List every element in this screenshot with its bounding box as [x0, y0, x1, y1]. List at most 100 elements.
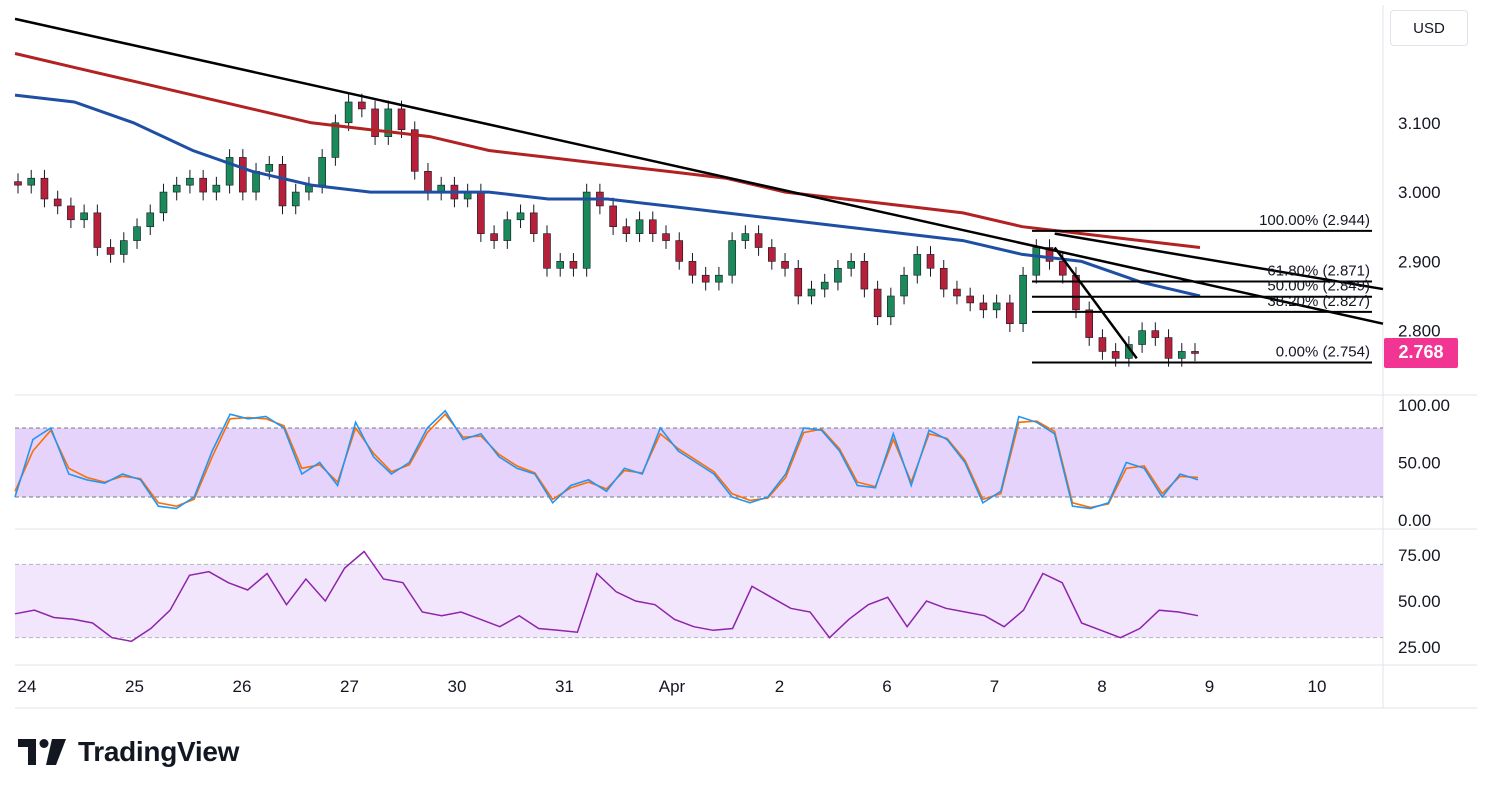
candle-up [225, 157, 234, 186]
last-price-value: 2.768 [1398, 342, 1444, 363]
candle-down [1006, 302, 1014, 325]
candle-up [159, 191, 168, 214]
candle-down [794, 267, 803, 297]
x-tick-label: 25 [125, 677, 144, 696]
trendline [14, 17, 1384, 325]
candle-down [1085, 309, 1094, 338]
candle-down [860, 261, 869, 290]
x-axis-ticks: 24 25 26 27 30 31 Apr 2 6 7 8 9 10 [18, 677, 1327, 696]
candle-up [291, 191, 300, 207]
fib-level-label: 0.00% (2.754) [1276, 344, 1370, 361]
y-tick-label: 3.000 [1398, 183, 1441, 202]
candle-up [1177, 351, 1186, 359]
fib-level-label: 50.00% (2.849) [1267, 278, 1370, 295]
tradingview-logo-icon [18, 739, 66, 765]
candle-up [1019, 274, 1027, 325]
candle-down [569, 261, 578, 269]
candle-down [609, 205, 617, 228]
candle-down [768, 247, 776, 262]
y-tick-label: 100.00 [1398, 396, 1450, 415]
x-tick-label: 26 [233, 677, 252, 696]
fib-level-label: 38.20% (2.827) [1267, 293, 1370, 310]
trendlines[interactable] [14, 17, 1384, 360]
x-tick-label: 30 [448, 677, 467, 696]
candle-down [529, 212, 538, 234]
candle-down [648, 219, 657, 234]
candle-up [172, 184, 181, 193]
candle-down [662, 233, 670, 241]
x-tick-label: 2 [775, 677, 784, 696]
candle-down [278, 164, 287, 207]
candle-down [93, 212, 102, 248]
fib-level-label: 100.00% (2.944) [1259, 212, 1370, 229]
candle-up [146, 212, 155, 228]
candle-down [371, 108, 379, 137]
candle-down [1164, 337, 1173, 359]
candle-up [741, 233, 750, 241]
stochastic-d-line [14, 412, 1199, 509]
brand[interactable]: TradingView [18, 736, 239, 768]
x-tick-label: 6 [882, 677, 891, 696]
currency-label: USD [1413, 19, 1445, 37]
currency-selector[interactable]: USD [1390, 10, 1468, 46]
candle-up [344, 101, 353, 124]
candle-down [1111, 351, 1120, 359]
candle-down [397, 108, 406, 131]
candle-down [622, 226, 631, 234]
y-tick-label: 25.00 [1398, 638, 1441, 657]
candle-down [1058, 261, 1067, 276]
candle-up [887, 295, 895, 318]
candle-down [1045, 247, 1054, 262]
rsi-band [15, 564, 1383, 638]
candle-down [873, 288, 882, 318]
x-tick-label: 31 [555, 677, 574, 696]
candle-down [675, 240, 684, 262]
candle-up [635, 219, 644, 234]
candle-down [40, 177, 49, 200]
candle-down [979, 302, 988, 311]
fibonacci-retracement[interactable]: 100.00% (2.944) 61.80% (2.871)50.00% (2.8… [1032, 212, 1372, 364]
candle-down [106, 247, 115, 255]
y-tick-label: 2.800 [1398, 322, 1441, 341]
candle-up [212, 184, 221, 193]
candle-up [556, 261, 565, 269]
x-tick-label: Apr [659, 677, 686, 696]
candle-up [516, 212, 525, 221]
candle-up [728, 240, 736, 276]
candle-down [53, 198, 62, 207]
y-tick-label: 75.00 [1398, 546, 1441, 565]
candle-up [715, 274, 723, 283]
candle-down [953, 288, 961, 297]
candle-down [358, 101, 366, 110]
candle-down [477, 191, 485, 234]
candle-up [252, 170, 260, 193]
y-tick-label: 50.00 [1398, 454, 1441, 473]
x-tick-label: 27 [340, 677, 359, 696]
moving-average-blue [14, 93, 1201, 298]
candle-down [543, 233, 551, 269]
candle-down [781, 261, 789, 269]
candle-down [1098, 337, 1107, 352]
candle-up [913, 254, 922, 276]
x-tick-label: 10 [1308, 677, 1327, 696]
candle-down [490, 233, 498, 241]
fib-level-label: 61.80% (2.871) [1267, 262, 1370, 279]
candle-up [820, 281, 829, 290]
moving-average-red [14, 52, 1201, 249]
x-tick-label: 24 [18, 677, 37, 696]
candle-up [186, 177, 194, 186]
candle-up [318, 157, 326, 186]
candlestick-series [14, 93, 1199, 367]
candle-down [424, 170, 432, 193]
x-tick-label: 9 [1205, 677, 1214, 696]
candle-down [67, 205, 75, 221]
candle-up [1138, 330, 1146, 345]
candle-up [807, 288, 816, 297]
candle-up [834, 267, 842, 283]
candle-down [410, 129, 419, 172]
candle-down [939, 267, 948, 290]
candle-down [926, 254, 935, 269]
y-tick-label: 2.900 [1398, 252, 1441, 271]
brand-name: TradingView [78, 736, 240, 767]
